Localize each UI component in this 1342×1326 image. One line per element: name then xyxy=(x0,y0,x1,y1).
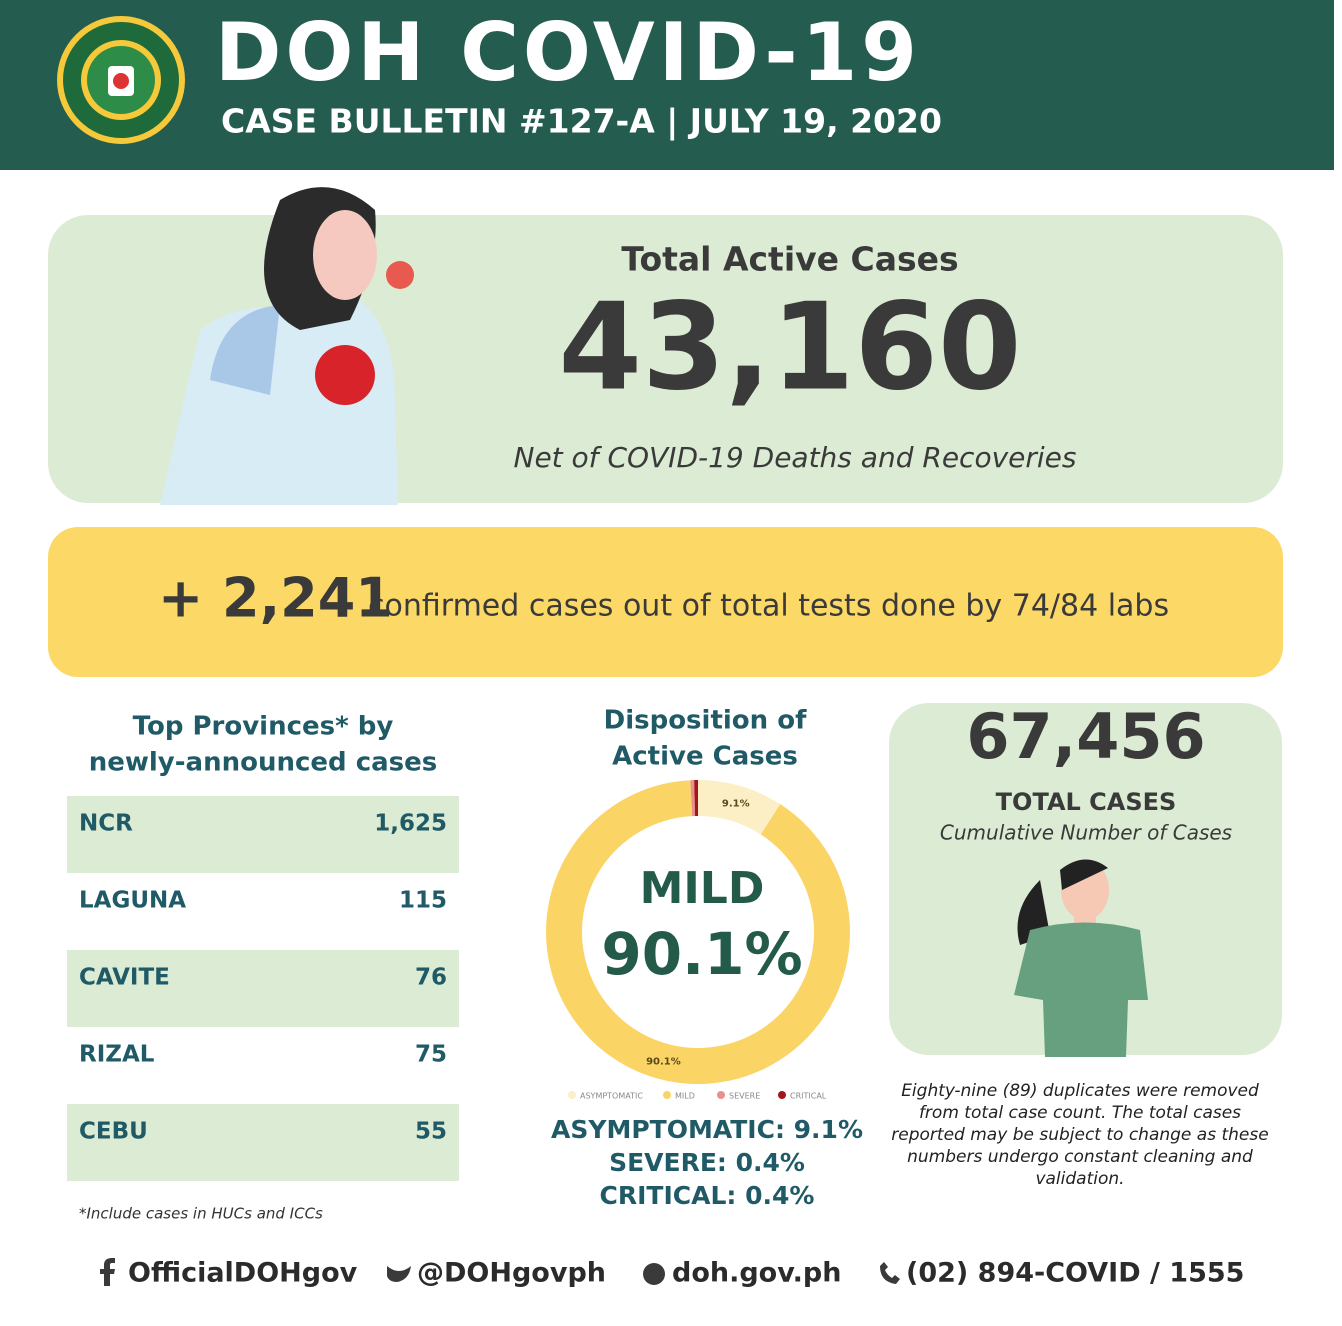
province-name: LAGUNA xyxy=(79,888,186,914)
footer-link[interactable]: doh.gov.ph xyxy=(672,1258,841,1289)
legend-swatch xyxy=(568,1091,576,1099)
active-value: 43,160 xyxy=(558,279,1021,418)
active-note: Net of COVID-19 Deaths and Recoveries xyxy=(514,441,1077,474)
note-line: reported may be subject to change as the… xyxy=(891,1125,1268,1145)
person-illustration xyxy=(1014,859,1148,1057)
total-label: TOTAL CASES xyxy=(996,788,1177,816)
table-row-bg xyxy=(67,950,459,1027)
footer: OfficialDOHgov @DOHgovph doh.gov.ph (02) 89… xyxy=(100,1258,1244,1289)
legend-label: MILD xyxy=(675,1092,695,1101)
phone-icon xyxy=(880,1262,900,1284)
summary-line: SEVERE: 0.4% xyxy=(609,1148,805,1177)
donut-slice xyxy=(690,780,696,817)
province-name: NCR xyxy=(79,811,133,837)
legend-label: SEVERE xyxy=(729,1092,760,1101)
province-cases: 1,625 xyxy=(374,811,447,837)
confirmed-value: + 2,241 xyxy=(158,567,393,630)
provinces-heading: newly-announced cases xyxy=(89,748,438,778)
provinces-heading: Top Provinces* by xyxy=(133,712,394,742)
province-name: CAVITE xyxy=(79,965,170,991)
footer-link[interactable]: (02) 894-COVID / 1555 xyxy=(906,1258,1244,1289)
confirmed-bar xyxy=(48,527,1283,677)
slice-label: 90.1% xyxy=(646,1056,681,1067)
twitter-icon xyxy=(387,1266,411,1282)
donut-title: Disposition of xyxy=(604,706,807,736)
total-value: 67,456 xyxy=(966,700,1205,773)
donut-slice xyxy=(694,780,698,817)
footer-link[interactable]: OfficialDOHgov xyxy=(128,1258,358,1289)
province-cases: 115 xyxy=(399,888,447,914)
legend-label: ASYMPTOMATIC xyxy=(580,1092,643,1101)
web-icon xyxy=(643,1263,665,1285)
slice-label: 9.1% xyxy=(722,798,750,809)
facebook-icon xyxy=(100,1258,115,1286)
total-sublabel: Cumulative Number of Cases xyxy=(940,821,1232,845)
legend: ASYMPTOMATIC MILD SEVERE CRITICAL xyxy=(568,1091,827,1101)
footnote: *Include cases in HUCs and ICCs xyxy=(79,1205,323,1223)
confirmed-text: confirmed cases out of total tests done … xyxy=(368,589,1169,624)
total-note: Eighty-nine (89) duplicates were removed… xyxy=(891,1081,1268,1189)
provinces-table: NCR 1,625 LAGUNA 115 CAVITE 76 RIZAL 75 CEBU 55 xyxy=(67,796,459,1181)
header-bar xyxy=(0,0,1334,170)
donut-center-label: MILD xyxy=(640,863,765,914)
table-row-bg xyxy=(67,796,459,873)
summary: ASYMPTOMATIC: 9.1% SEVERE: 0.4% CRITICAL: … xyxy=(551,1115,863,1210)
subtitle: CASE BULLETIN #127-A | JULY 19, 2020 xyxy=(221,102,942,141)
legend-swatch xyxy=(778,1091,786,1099)
province-name: CEBU xyxy=(79,1119,148,1145)
note-line: from total case count. The total cases xyxy=(919,1103,1241,1123)
province-cases: 76 xyxy=(415,965,447,991)
note-line: numbers undergo constant cleaning and xyxy=(907,1147,1253,1167)
donut-title: Active Cases xyxy=(612,742,798,772)
active-label: Total Active Cases xyxy=(621,240,958,279)
province-cases: 55 xyxy=(415,1119,447,1145)
donut-chart: 9.1% 90.1% xyxy=(545,780,850,1084)
table-row-bg xyxy=(67,1104,459,1181)
province-name: RIZAL xyxy=(79,1042,155,1068)
footer-link[interactable]: @DOHgovph xyxy=(417,1258,606,1289)
woman-illustration xyxy=(160,187,414,505)
summary-line: ASYMPTOMATIC: 9.1% xyxy=(551,1115,863,1144)
donut-center-value: 90.1% xyxy=(601,920,802,988)
summary-line: CRITICAL: 0.4% xyxy=(600,1181,815,1210)
legend-swatch xyxy=(717,1091,725,1099)
province-cases: 75 xyxy=(415,1042,447,1068)
legend-label: CRITICAL xyxy=(790,1092,827,1101)
logo xyxy=(57,16,185,144)
title: DOH COVID-19 xyxy=(215,6,921,99)
note-line: validation. xyxy=(1035,1169,1124,1189)
note-line: Eighty-nine (89) duplicates were removed xyxy=(901,1081,1259,1101)
legend-swatch xyxy=(663,1091,671,1099)
donut-slice xyxy=(698,780,781,835)
